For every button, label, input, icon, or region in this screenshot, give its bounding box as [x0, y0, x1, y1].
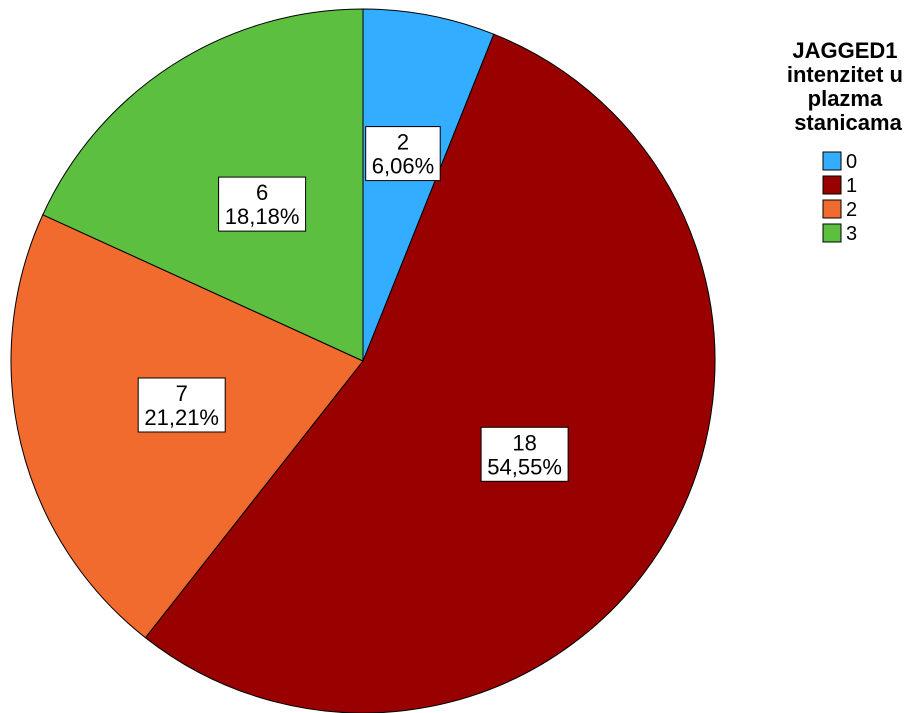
- slice-label-box: [480, 426, 569, 482]
- pie-slices: [10, 8, 716, 713]
- legend-label-1: 1: [846, 175, 857, 197]
- slice-label-0: 26,06%: [365, 126, 441, 182]
- slice-label-2: 721,21%: [137, 377, 226, 433]
- legend-swatch-1: [822, 175, 842, 195]
- slice-label-3: 618,18%: [218, 176, 307, 232]
- legend: JAGGED1 intenzitet u plazma stanicama 01…: [787, 38, 909, 245]
- pie-slice-1: [144, 33, 716, 713]
- legend-title-line: stanicama: [794, 110, 902, 135]
- pie-slice-3: [42, 8, 364, 362]
- legend-label-0: 0: [846, 151, 857, 173]
- legend-swatch-3: [822, 223, 842, 243]
- slice-count-label: 6: [256, 180, 268, 205]
- slice-count-label: 18: [512, 430, 536, 455]
- legend-label-2: 2: [846, 199, 857, 221]
- slice-percent-label: 6,06%: [372, 154, 434, 179]
- slice-count-label: 2: [397, 130, 409, 155]
- slice-label-box: [137, 377, 226, 433]
- slice-percent-label: 54,55%: [487, 454, 562, 479]
- legend-title-line: intenzitet u: [787, 62, 903, 87]
- legend-title-line: JAGGED1: [792, 38, 897, 63]
- legend-title: JAGGED1 intenzitet u plazma stanicama: [787, 38, 909, 135]
- slice-percent-label: 21,21%: [144, 405, 219, 430]
- pie-slice-0: [362, 8, 495, 362]
- legend-swatch-0: [822, 151, 842, 171]
- slice-percent-label: 18,18%: [225, 204, 300, 229]
- legend-swatch-2: [822, 199, 842, 219]
- slice-count-label: 7: [176, 381, 188, 406]
- legend-title-line: plazma: [808, 86, 883, 111]
- slice-label-box: [365, 126, 441, 182]
- slice-label-box: [218, 176, 307, 232]
- legend-label-3: 3: [846, 223, 857, 245]
